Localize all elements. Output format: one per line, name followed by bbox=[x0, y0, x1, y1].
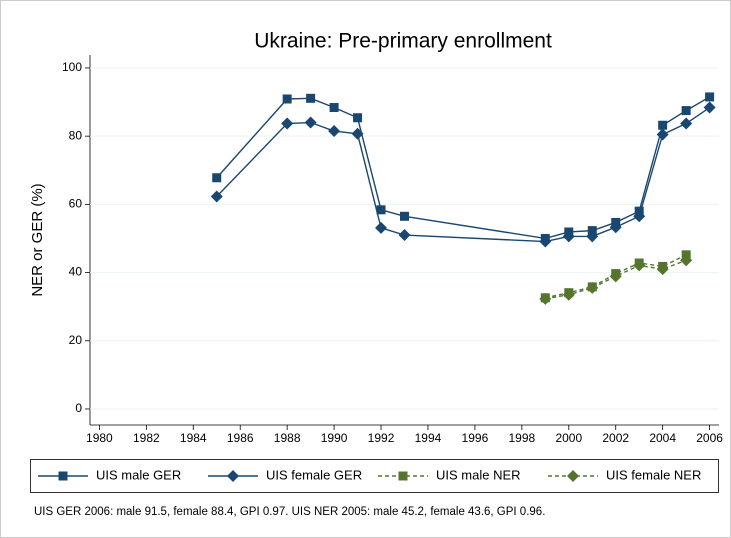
marker bbox=[562, 288, 575, 301]
x-tick-label: 2000 bbox=[555, 431, 582, 445]
y-tick-label: 40 bbox=[69, 265, 83, 279]
marker bbox=[376, 205, 386, 215]
marker bbox=[282, 94, 292, 104]
marker bbox=[609, 221, 622, 234]
y-tick-label: 0 bbox=[75, 401, 82, 415]
legend-label: UIS female GER bbox=[266, 467, 362, 482]
x-tick-label: 1990 bbox=[321, 431, 348, 445]
marker bbox=[633, 259, 646, 272]
x-tick-label: 1992 bbox=[368, 431, 395, 445]
marker bbox=[656, 128, 669, 141]
marker bbox=[609, 270, 622, 283]
marker bbox=[210, 190, 223, 203]
marker bbox=[304, 116, 317, 129]
x-tick-label: 1986 bbox=[227, 431, 254, 445]
x-tick-label: 1994 bbox=[415, 431, 442, 445]
x-tick-label: 2004 bbox=[649, 431, 676, 445]
legend-marker bbox=[227, 470, 239, 482]
legend-label: UIS male GER bbox=[96, 467, 181, 482]
marker bbox=[586, 281, 599, 294]
marker bbox=[539, 292, 552, 305]
marker bbox=[656, 263, 669, 276]
y-tick-label: 60 bbox=[69, 197, 83, 211]
x-tick-label: 1998 bbox=[508, 431, 535, 445]
y-axis-label: NER or GER (%) bbox=[29, 183, 46, 296]
marker bbox=[353, 113, 363, 123]
note: UIS GER 2006: male 91.5, female 88.4, GP… bbox=[34, 506, 545, 518]
x-tick-label: 1984 bbox=[180, 431, 207, 445]
marker bbox=[375, 221, 388, 234]
marker bbox=[306, 93, 316, 103]
x-tick-label: 1996 bbox=[462, 431, 489, 445]
legend-label: UIS female NER bbox=[606, 467, 701, 482]
y-tick-label: 20 bbox=[69, 333, 83, 347]
legend-label: UIS male NER bbox=[436, 467, 521, 482]
marker bbox=[328, 125, 341, 138]
marker bbox=[703, 101, 716, 114]
marker bbox=[212, 173, 222, 183]
marker bbox=[398, 229, 411, 242]
x-tick-label: 1982 bbox=[133, 431, 160, 445]
x-tick-label: 2006 bbox=[696, 431, 723, 445]
marker bbox=[586, 230, 599, 243]
legend-marker bbox=[58, 471, 68, 481]
marker bbox=[680, 117, 693, 130]
y-tick-label: 100 bbox=[62, 60, 82, 74]
y-tick-label: 80 bbox=[69, 128, 83, 142]
marker bbox=[562, 230, 575, 243]
x-tick-label: 1988 bbox=[274, 431, 301, 445]
marker bbox=[705, 92, 715, 102]
legend-marker bbox=[567, 470, 579, 482]
marker bbox=[281, 117, 294, 130]
marker bbox=[681, 106, 691, 116]
marker bbox=[400, 211, 409, 221]
marker bbox=[539, 235, 552, 248]
marker bbox=[633, 210, 646, 223]
marker bbox=[351, 127, 364, 140]
legend-marker bbox=[398, 471, 408, 481]
marker bbox=[658, 120, 668, 130]
legend bbox=[30, 459, 719, 493]
marker bbox=[680, 254, 693, 267]
x-tick-label: 1980 bbox=[86, 431, 113, 445]
marker bbox=[329, 103, 339, 113]
chart-title: Ukraine: Pre-primary enrollment bbox=[254, 30, 552, 53]
x-tick-label: 2002 bbox=[602, 431, 629, 445]
